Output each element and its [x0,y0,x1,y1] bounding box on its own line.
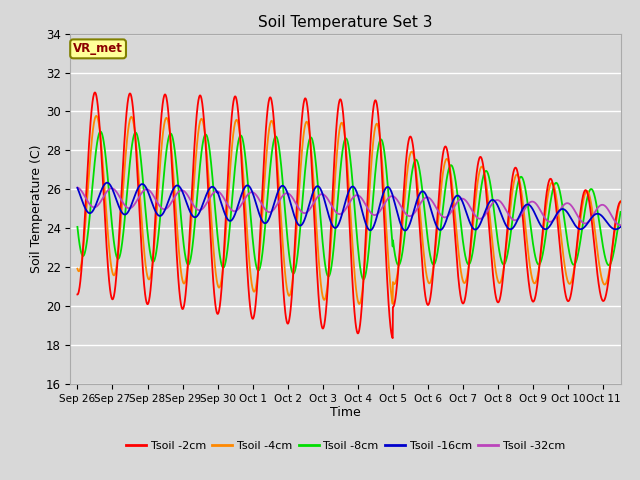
Y-axis label: Soil Temperature (C): Soil Temperature (C) [30,144,43,273]
Text: VR_met: VR_met [73,42,123,55]
Title: Soil Temperature Set 3: Soil Temperature Set 3 [259,15,433,30]
Legend: Tsoil -2cm, Tsoil -4cm, Tsoil -8cm, Tsoil -16cm, Tsoil -32cm: Tsoil -2cm, Tsoil -4cm, Tsoil -8cm, Tsoi… [122,437,570,456]
X-axis label: Time: Time [330,407,361,420]
